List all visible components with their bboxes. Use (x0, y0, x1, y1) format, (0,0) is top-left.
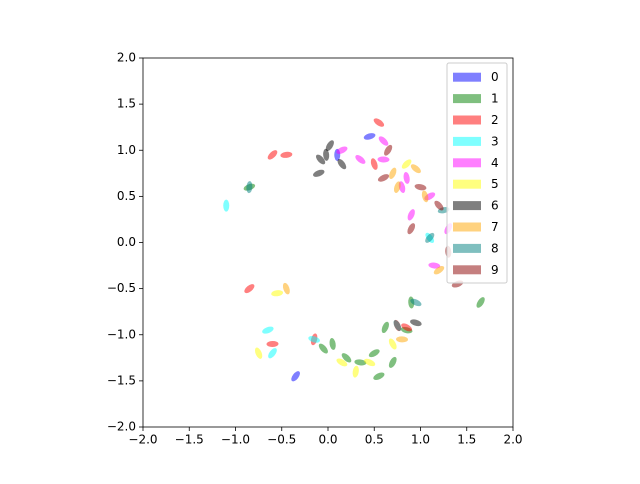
point (337, 158, 347, 170)
point (336, 358, 348, 367)
legend-swatch (453, 201, 481, 211)
point (414, 183, 427, 191)
point (266, 340, 279, 347)
point (373, 372, 385, 380)
y-tick-label: 2.0 (117, 51, 136, 65)
point (384, 144, 393, 156)
legend-label: 7 (491, 220, 499, 234)
x-tick-label: −2.0 (128, 433, 157, 447)
point (410, 298, 422, 307)
point (323, 148, 330, 161)
y-tick-label: 1.0 (117, 143, 136, 157)
legend-swatch (453, 222, 481, 232)
legend-swatch (453, 72, 481, 82)
point (433, 265, 445, 275)
legend-label: 1 (491, 92, 499, 106)
point (476, 297, 485, 308)
x-tick-label: 0.0 (318, 433, 337, 447)
legend-label: 9 (491, 263, 499, 277)
point (316, 154, 326, 165)
point (410, 164, 421, 174)
point (246, 181, 253, 194)
point (393, 320, 402, 332)
point (396, 336, 408, 343)
point (368, 349, 380, 358)
point (354, 359, 367, 366)
legend-swatch (453, 179, 481, 189)
point (355, 155, 366, 164)
point (282, 282, 290, 295)
point (223, 199, 230, 212)
point (381, 321, 389, 334)
legend-label: 0 (491, 70, 499, 84)
x-tick-label: −1.5 (175, 433, 204, 447)
point (271, 290, 284, 297)
point (377, 156, 390, 163)
legend-swatch (453, 243, 481, 253)
point (425, 232, 435, 243)
point (434, 200, 444, 211)
legend-label: 8 (491, 241, 499, 255)
x-tick-label: 1.0 (411, 433, 430, 447)
y-tick-label: −1.5 (107, 373, 136, 387)
legend-label: 4 (491, 156, 499, 170)
legend-label: 3 (491, 134, 499, 148)
legend: 0 1 2 3 4 5 6 7 8 9 (446, 62, 508, 284)
point (255, 347, 263, 359)
point (364, 358, 376, 367)
y-tick-label: −1.0 (107, 327, 136, 341)
point (244, 284, 255, 294)
x-tick-label: 0.5 (365, 433, 384, 447)
point (370, 158, 378, 170)
point (313, 169, 325, 177)
point (373, 118, 385, 127)
point (325, 140, 334, 151)
point (377, 174, 390, 182)
point (401, 323, 413, 332)
point (388, 356, 397, 368)
legend-label: 6 (491, 199, 499, 213)
y-tick-label: −2.0 (107, 420, 136, 434)
point (336, 146, 348, 154)
y-tick-label: 1.5 (117, 97, 136, 111)
point (407, 209, 415, 221)
point (329, 338, 336, 350)
point (378, 136, 389, 146)
point (318, 343, 328, 354)
legend-swatch (453, 158, 481, 168)
y-tick-label: 0.0 (117, 235, 136, 249)
x-tick-label: −1.0 (221, 433, 250, 447)
x-tick-label: 1.5 (457, 433, 476, 447)
point (428, 262, 441, 269)
point (401, 159, 412, 169)
point (308, 336, 320, 343)
point (421, 190, 429, 203)
point (363, 133, 376, 140)
point (403, 171, 410, 184)
point (267, 150, 278, 160)
point (388, 338, 397, 350)
x-tick-label: 2.0 (503, 433, 522, 447)
point (352, 365, 359, 378)
point (389, 167, 397, 179)
legend-label: 5 (491, 177, 499, 191)
y-tick-label: 0.5 (117, 189, 136, 203)
legend-swatch (453, 265, 481, 275)
y-tick-label: −0.5 (107, 281, 136, 295)
legend-swatch (453, 94, 481, 104)
legend-swatch (453, 136, 481, 146)
point (341, 353, 352, 363)
point (291, 371, 300, 382)
legend-label: 2 (491, 113, 499, 127)
point (280, 151, 293, 158)
point (410, 319, 422, 327)
x-tick-label: −0.5 (267, 433, 296, 447)
point (407, 223, 416, 235)
point (268, 348, 277, 359)
point (393, 181, 401, 193)
legend-swatch (453, 115, 481, 125)
point (262, 326, 274, 334)
